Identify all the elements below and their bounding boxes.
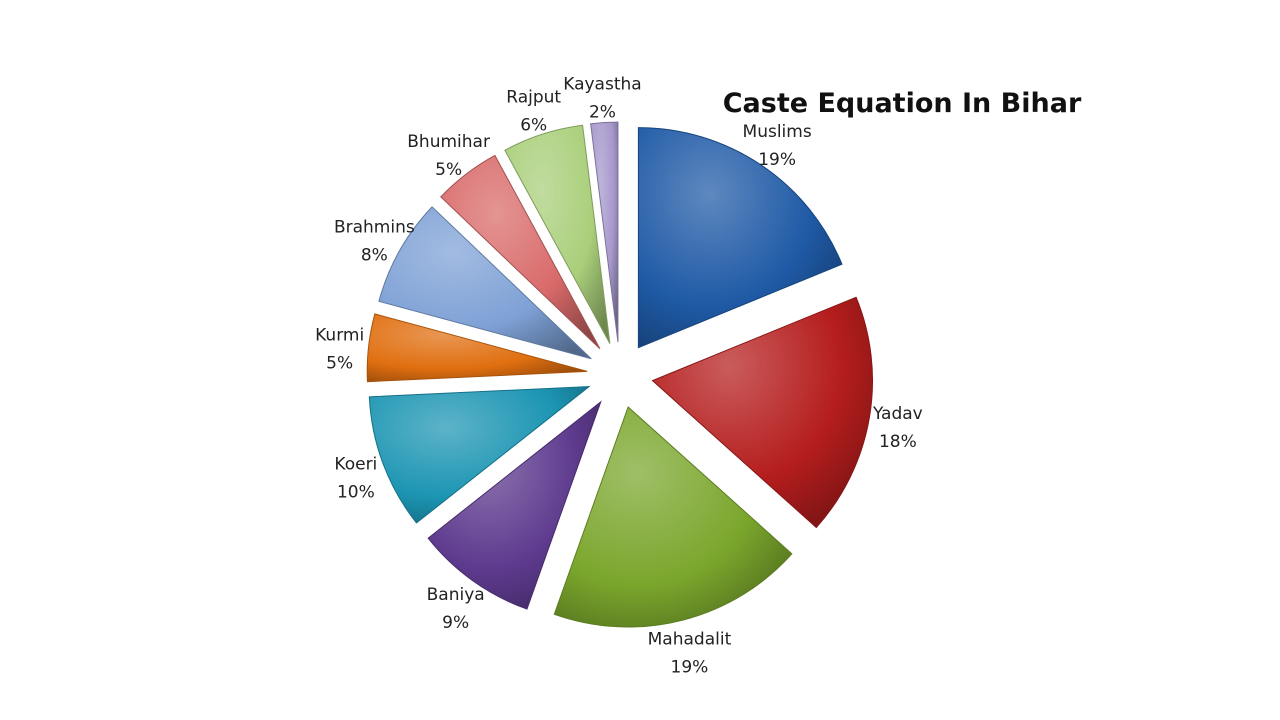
slice-label-kayastha: Kayastha <box>563 75 641 95</box>
slice-label-mahadalit: Mahadalit <box>648 629 732 649</box>
pie-slice-koeri <box>368 385 591 524</box>
slice-labels: Muslims 19% Yadav 18% Mahadalit 19% Baniya 9% Ko… <box>315 75 923 678</box>
pie-slice-kurmi <box>366 313 588 383</box>
slice-label-yadav: Yadav <box>872 404 923 424</box>
slice-label-baniya: Baniya <box>427 585 485 605</box>
pie-slice-yadav <box>651 296 874 529</box>
slice-percent-mahadalit: 19% <box>671 657 709 677</box>
slice-percent-bhumihar: 5% <box>435 160 462 180</box>
slice-percent-yadav: 18% <box>879 432 917 452</box>
slice-percent-muslims: 19% <box>758 150 796 170</box>
slice-label-muslims: Muslims <box>743 122 812 142</box>
slice-label-bhumihar: Bhumihar <box>407 132 490 152</box>
pie-slices <box>366 121 874 628</box>
slice-percent-rajput: 6% <box>520 116 547 136</box>
pie-slice-muslims <box>637 127 843 349</box>
slice-percent-brahmins: 8% <box>361 246 388 266</box>
pie-slice-baniya <box>427 400 602 610</box>
pie-slice-kayastha <box>590 121 619 343</box>
slice-label-kurmi: Kurmi <box>315 325 364 345</box>
slice-percent-kayastha: 2% <box>589 103 616 123</box>
slice-percent-kurmi: 5% <box>326 353 353 373</box>
slice-label-koeri: Koeri <box>334 455 377 475</box>
pie-slice-mahadalit <box>553 406 793 628</box>
pie-slice-rajput <box>504 124 611 344</box>
slice-label-rajput: Rajput <box>506 88 561 108</box>
slice-percent-koeri: 10% <box>337 483 375 503</box>
slice-label-brahmins: Brahmins <box>334 218 415 238</box>
slice-percent-baniya: 9% <box>442 613 469 633</box>
chart-title: Caste Equation In Bihar <box>723 88 1082 119</box>
pie-slice-bhumihar <box>440 154 601 350</box>
pie-slice-brahmins <box>378 206 592 360</box>
